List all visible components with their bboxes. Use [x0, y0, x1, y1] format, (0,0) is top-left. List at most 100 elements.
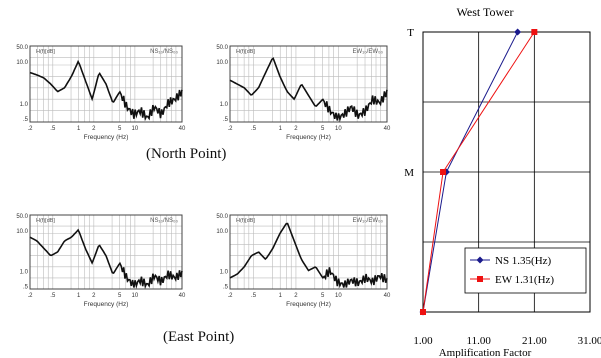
tf-xlabel: Frequency (Hz): [286, 134, 331, 141]
tf-ytick: .5: [223, 117, 229, 123]
x-tick-label: 21.00: [522, 335, 547, 347]
x-tick-label: 1.00: [413, 335, 433, 347]
series-point-1: [420, 309, 426, 315]
x-tick-label: 11.00: [466, 335, 491, 347]
plot-frame: [29, 214, 183, 290]
tf-xtick: .2: [227, 126, 233, 132]
east-point-caption: (East Point): [163, 329, 235, 345]
tf-xtick: .2: [27, 126, 33, 132]
series-point-1: [440, 169, 447, 175]
tf-ytick: 1.0: [20, 270, 29, 276]
series-point-0: [419, 308, 427, 316]
tf-ylabel-right: NS₁₀/NS₀₀: [150, 49, 178, 55]
tf-ytick: 1.0: [220, 102, 229, 108]
tf-xtick: 40: [179, 293, 186, 299]
tf-ytick: .5: [223, 284, 229, 290]
tf-xlabel: Frequency (Hz): [286, 301, 331, 308]
tf-xtick: 10: [335, 126, 342, 132]
tf-xlabel: Frequency (Hz): [84, 301, 129, 308]
tf-curve: [229, 57, 388, 123]
tf-xtick: 40: [179, 126, 186, 132]
series-line-1: [422, 31, 535, 313]
series-point-0: [442, 168, 450, 176]
legend-marker: [476, 256, 484, 264]
tf-xtick: 5: [321, 293, 325, 299]
y-tick-label: M: [404, 167, 414, 179]
tf-ytick: 10.0: [16, 60, 28, 66]
tf-xtick: 2: [294, 126, 298, 132]
tf-xtick: 40: [384, 293, 391, 299]
tf-ytick: 10.0: [216, 60, 228, 66]
legend: NS 1.35(Hz) EW 1.31(Hz): [464, 247, 587, 294]
tf-ylabel-right: NS₁₀/NS₀₀: [150, 218, 178, 224]
tf-xlabel: Frequency (Hz): [84, 134, 129, 141]
tf-ytick: 50.0: [16, 214, 28, 220]
east-ew-svg: 50.0 10.0 1.0 .5 .2 .5 1 2 5 10 40 Frequency (Hz) H(…: [216, 214, 391, 308]
tf-ylabel-left: H(f)[dB]: [236, 218, 255, 224]
tf-ytick: .5: [23, 284, 29, 290]
plot-frame: [229, 45, 388, 123]
tf-xtick: 10: [335, 293, 342, 299]
north-ew-svg: 50.0 10.0 1.0 .5 .2 .5 1 2 5 10 40 Frequency (Hz) H(…: [216, 45, 391, 141]
tf-xtick: 5: [118, 126, 122, 132]
tf-xtick: 1: [279, 293, 283, 299]
tf-ytick: 10.0: [16, 229, 28, 235]
series-line-0: [422, 31, 519, 313]
east-ns-svg: 50.0 10.0 1.0 .5 .2 .5 1 2 5 10 40 Frequency (Hz) H(…: [16, 214, 186, 308]
plot-frame: [229, 214, 388, 290]
x-tick-labels: 1.00 11.00 21.00 31.00: [413, 335, 601, 347]
tf-xtick: .5: [251, 126, 257, 132]
tf-xtick: .2: [227, 293, 233, 299]
tf-xtick: 10: [132, 126, 139, 132]
y-tick-labels: MT: [404, 27, 414, 179]
x-axis-label: Amplification Factor: [439, 347, 532, 358]
legend-label: EW 1.31(Hz): [495, 274, 554, 286]
tf-xtick: .5: [50, 293, 56, 299]
legend-marker: [477, 276, 483, 282]
north-ns-svg: 50.0 10.0 1.0 .5 .2 .5 1 2 5 10 40 Frequency (Hz) H(…: [16, 45, 186, 141]
tf-ytick: 50.0: [216, 214, 228, 220]
north-ew-plot: 50.0 10.0 1.0 .5 .2 .5 1 2 5 10 40 Frequency (Hz) H(…: [206, 38, 391, 144]
series-point-0: [514, 28, 522, 36]
tf-xtick: 10: [132, 293, 139, 299]
chart-title: West Tower: [457, 5, 514, 19]
tf-xtick: .5: [251, 293, 257, 299]
tf-ylabel-left: H(f)[dB]: [236, 49, 255, 55]
tf-xtick: 1: [77, 126, 81, 132]
east-ns-plot: 50.0 10.0 1.0 .5 .2 .5 1 2 5 10 40 Frequency (Hz) H(…: [6, 207, 186, 311]
tf-ytick: 50.0: [16, 45, 28, 51]
tf-ylabel-left: H(f)[dB]: [36, 49, 55, 55]
tf-curve: [29, 228, 183, 290]
east-ew-plot: 50.0 10.0 1.0 .5 .2 .5 1 2 5 10 40 Frequency (Hz) H(…: [206, 207, 391, 311]
tf-xtick: 1: [77, 293, 81, 299]
tf-ytick: 10.0: [216, 229, 228, 235]
legend-label: NS 1.35(Hz): [495, 255, 552, 267]
series-point-1: [531, 29, 538, 35]
chart-grid: [422, 31, 591, 313]
series-layer: [419, 28, 538, 316]
tf-ylabel-right: EW₁₀/EW₀₀: [353, 218, 384, 224]
tf-xtick: 2: [92, 293, 96, 299]
tf-ytick: 1.0: [20, 102, 29, 108]
north-ns-plot: 50.0 10.0 1.0 .5 .2 .5 1 2 5 10 40 Frequency (Hz) H(…: [6, 38, 186, 144]
north-point-caption: (North Point): [146, 146, 227, 162]
tf-ytick: 50.0: [216, 45, 228, 51]
legend-box: [464, 247, 587, 294]
tf-ytick: .5: [23, 117, 29, 123]
tf-xtick: 40: [384, 126, 391, 132]
tf-ylabel-right: EW₁₀/EW₀₀: [353, 49, 384, 55]
tf-xtick: 5: [118, 293, 122, 299]
x-tick-label: 31.00: [578, 335, 601, 347]
y-tick-label: T: [407, 27, 414, 39]
tf-curve: [29, 59, 183, 122]
tf-xtick: 2: [92, 126, 96, 132]
tf-xtick: 5: [321, 126, 325, 132]
tf-xtick: .2: [27, 293, 33, 299]
plot-border: [422, 31, 591, 313]
tf-ylabel-left: H(f)[dB]: [36, 218, 55, 224]
tf-curve: [229, 222, 388, 289]
tf-xtick: 1: [279, 126, 283, 132]
tf-ytick: 1.0: [220, 270, 229, 276]
tf-xtick: .5: [50, 126, 56, 132]
tf-xtick: 2: [294, 293, 298, 299]
